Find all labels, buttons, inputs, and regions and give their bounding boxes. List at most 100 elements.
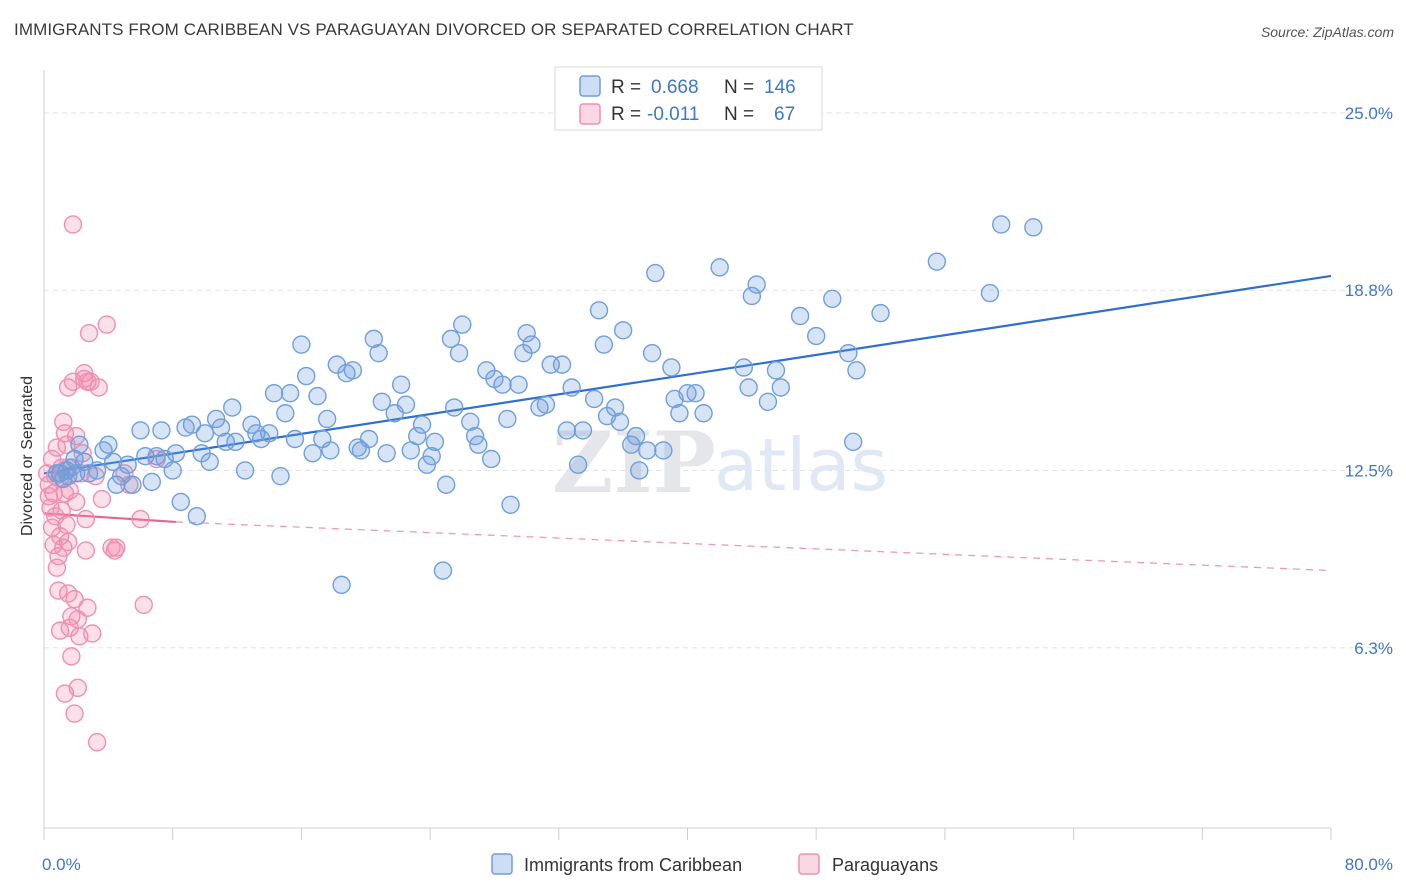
legend-r-label-1: R = [611, 77, 641, 98]
caribbean-point-49 [292, 335, 311, 354]
legend-r-value-1: 0.668 [651, 77, 699, 98]
paraguayans-point-19 [54, 412, 73, 432]
caribbean-point-90 [501, 495, 520, 514]
paraguayans-point-62 [131, 509, 150, 529]
y-tick-label-1: 12.5% [1345, 461, 1393, 480]
bottom-legend-swatch-pink [798, 853, 820, 875]
legend-n-value-1: 146 [764, 77, 796, 98]
caribbean-point-138 [927, 252, 947, 271]
paraguayans-point-47 [76, 541, 96, 560]
legend-r-label-2: R = [611, 104, 641, 125]
caribbean-point-124 [734, 358, 754, 377]
caribbean-point-23 [152, 421, 171, 440]
caribbean-point-36 [216, 432, 235, 452]
caribbean-point-47 [280, 384, 300, 403]
caribbean-point-57 [332, 575, 351, 595]
caribbean-point-121 [686, 384, 705, 403]
series-paraguayans [38, 215, 166, 752]
bottom-legend-label-paraguayans: Paraguayans [832, 855, 938, 875]
caribbean-point-82 [461, 412, 480, 432]
paraguayans-point-65 [78, 598, 97, 617]
chart-title: IMMIGRANTS FROM CARIBBEAN VS PARAGUAYAN … [14, 20, 854, 39]
tick-labels: 6.3% 12.5% 18.8% 25.0% 0.0% 80.0% [42, 104, 1393, 874]
caribbean-point-141 [1024, 218, 1043, 237]
caribbean-point-91 [509, 375, 528, 394]
caribbean-point-93 [517, 323, 536, 343]
caribbean-point-110 [621, 435, 641, 454]
paraguayans-point-54 [89, 378, 108, 397]
y-tick-label-2: 18.8% [1345, 281, 1393, 300]
legend-n-label-1: N = [724, 77, 754, 98]
caribbean-point-44 [264, 384, 284, 403]
caribbean-point-27 [171, 492, 190, 512]
caribbean-point-43 [260, 424, 279, 443]
paraguayans-point-39 [68, 678, 87, 698]
caribbean-point-73 [417, 455, 437, 474]
caribbean-point-63 [364, 329, 383, 349]
caribbean-point-8 [70, 435, 89, 454]
paraguayans-point-24 [57, 515, 76, 534]
paraguayans-point-32 [62, 647, 81, 666]
paraguayans-point-17 [52, 501, 71, 520]
x-tick-label-min: 0.0% [42, 855, 81, 874]
watermark-zip: ZIP [552, 413, 716, 512]
caribbean-point-32 [195, 424, 215, 443]
paraguayans-point-59 [107, 538, 126, 557]
caribbean-point-109 [613, 321, 633, 340]
paraguayans-point-55 [92, 489, 112, 509]
caribbean-point-114 [642, 343, 662, 363]
caribbean-point-14 [103, 452, 123, 472]
caribbean-point-81 [453, 315, 472, 334]
caribbean-point-135 [844, 432, 863, 452]
y-axis-label: Divorced or Separated [19, 376, 36, 536]
caribbean-point-100 [562, 378, 581, 397]
paraguayans-point-13 [49, 547, 68, 566]
caribbean-point-26 [166, 444, 186, 463]
paraguayans-point-51 [83, 624, 102, 643]
y-tick-label-0: 6.3% [1354, 639, 1393, 658]
caribbean-point-123 [710, 258, 729, 277]
legend-n-value-2: 67 [774, 104, 795, 125]
caribbean-point-104 [589, 301, 609, 320]
caribbean-point-50 [297, 366, 316, 386]
paraguayans-point-30 [60, 481, 79, 500]
caribbean-point-101 [568, 455, 588, 474]
caribbean-point-132 [807, 326, 826, 346]
paraguayans-point-46 [76, 509, 96, 529]
x-tick-label-max: 80.0% [1345, 855, 1393, 874]
caribbean-point-52 [308, 386, 327, 406]
caribbean-point-9 [75, 452, 94, 472]
caribbean-point-69 [396, 395, 416, 414]
trend-line-caribbean [43, 274, 1332, 475]
caribbean-point-45 [271, 466, 290, 486]
paraguayans-point-53 [87, 732, 107, 752]
caribbean-point-107 [605, 398, 625, 417]
caribbean-point-129 [766, 361, 786, 380]
caribbean-point-15 [107, 475, 126, 494]
caribbean-point-126 [742, 286, 762, 306]
series-caribbean [47, 215, 1043, 595]
caribbean-point-103 [584, 389, 604, 409]
caribbean-point-80 [449, 343, 469, 363]
caribbean-point-94 [522, 335, 541, 354]
caribbean-point-86 [482, 449, 501, 469]
caribbean-point-48 [285, 429, 305, 449]
caribbean-point-99 [557, 421, 577, 440]
paraguayans-point-57 [102, 538, 121, 557]
caribbean-point-139 [980, 283, 1000, 303]
legend-swatch-pink [579, 103, 601, 125]
caribbean-point-72 [412, 415, 432, 434]
caribbean-point-84 [469, 435, 488, 454]
caribbean-point-13 [99, 435, 118, 454]
caribbean-point-66 [377, 444, 396, 463]
caribbean-point-37 [223, 398, 242, 417]
caribbean-point-102 [573, 421, 593, 440]
caribbean-point-55 [321, 441, 340, 460]
caribbean-point-75 [425, 432, 445, 452]
caribbean-point-111 [626, 426, 646, 446]
legend-r-value-2: -0.011 [647, 104, 699, 125]
caribbean-point-59 [343, 361, 363, 380]
caribbean-point-88 [493, 375, 512, 394]
caribbean-point-89 [498, 409, 517, 429]
